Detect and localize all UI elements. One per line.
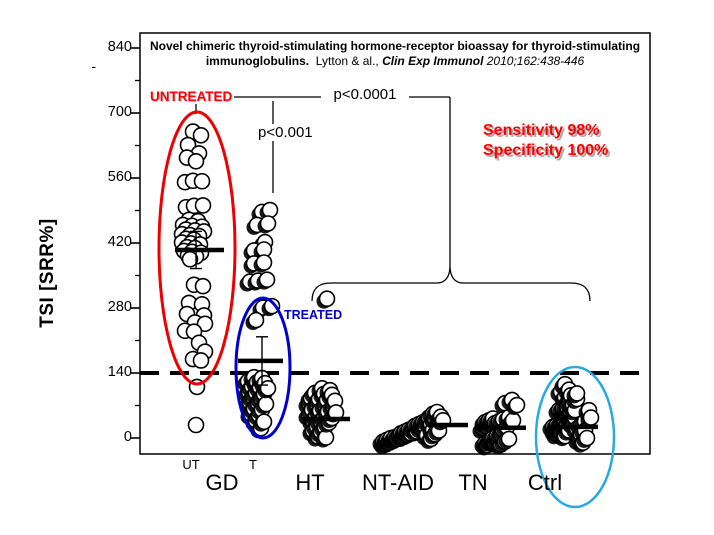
data-point — [255, 254, 273, 271]
x-group-label-tn: TN — [458, 470, 488, 495]
y-tick-label: 280 — [107, 299, 132, 315]
x-group-label-gd: GD — [205, 470, 239, 495]
data-point — [261, 201, 279, 219]
data-point — [257, 395, 275, 413]
treated-ellipse — [234, 296, 292, 440]
x-group-label-nt-aid: NT-AID — [361, 470, 435, 495]
data-point — [500, 430, 518, 448]
y-tick-label: 700 — [107, 104, 132, 120]
data-point — [255, 413, 273, 431]
data-point — [194, 277, 212, 295]
y-tick-label: 420 — [107, 234, 132, 250]
data-point — [568, 385, 586, 402]
y-axis-label: TSI [SRR%] — [37, 218, 58, 328]
y-tick-label: 560 — [107, 169, 132, 185]
figure-title: Novel chimeric thyroid-stimulating hormo… — [142, 39, 648, 69]
points-T — [237, 201, 281, 439]
data-point — [187, 416, 205, 434]
data-point — [263, 297, 281, 315]
data-point — [194, 197, 212, 214]
x-group-label-ctrl: Ctrl — [527, 470, 563, 495]
specificity-label: Specificity 100% — [483, 142, 609, 159]
y-tick-label: 0 — [123, 429, 132, 445]
title-line2: immunoglobulins. Lytton & al., Clin Exp … — [205, 54, 585, 68]
data-point — [259, 215, 277, 232]
data-point — [192, 126, 210, 144]
data-point — [258, 271, 276, 288]
points-UT — [173, 123, 214, 434]
performance-annotation: Sensitivity 98% Specificity 100% — [483, 121, 608, 161]
data-point — [192, 352, 210, 369]
data-point — [318, 290, 336, 308]
data-point — [247, 311, 265, 329]
data-point — [181, 250, 199, 268]
stray-tick-label: - — [91, 58, 96, 74]
data-point — [578, 429, 596, 447]
data-point — [196, 315, 214, 333]
data-point — [582, 409, 600, 426]
points-Ctrl — [542, 375, 600, 453]
data-point — [259, 380, 277, 397]
points-HT — [298, 290, 345, 448]
sensitivity-label: Sensitivity 98% — [483, 122, 600, 139]
data-point — [508, 396, 526, 414]
points-NT-AID — [372, 403, 452, 455]
untreated-label: UNTREATED — [148, 89, 235, 104]
brace — [311, 265, 591, 302]
data-point — [187, 152, 205, 170]
p-value-left-label: p<0.001 — [255, 124, 316, 141]
untreated-ellipse — [157, 110, 237, 386]
title-line1: Novel chimeric thyroid-stimulating hormo… — [149, 39, 641, 53]
y-tick-label: 840 — [107, 39, 132, 55]
p-value-right-label: p<0.0001 — [321, 86, 409, 103]
x-sublabel-ut: UT — [182, 457, 200, 472]
data-point — [193, 172, 211, 190]
control-ellipse — [534, 365, 616, 509]
x-sublabel-t: T — [249, 457, 257, 472]
y-tick-label: 140 — [107, 364, 132, 380]
treated-label: TREATED — [284, 308, 343, 322]
x-group-label-ht: HT — [295, 470, 325, 495]
points-TN — [472, 391, 526, 456]
